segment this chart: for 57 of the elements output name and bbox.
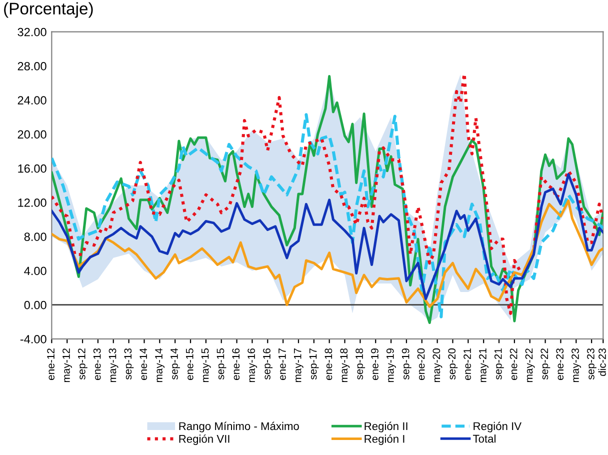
x-tick-label: may-17 xyxy=(294,348,304,382)
x-tick-label: sep-14 xyxy=(170,348,180,380)
legend-label: Total xyxy=(472,434,496,443)
x-tick-label: dic-23 xyxy=(598,348,606,376)
line-series xyxy=(52,173,604,300)
x-tick-label: ene-17 xyxy=(278,348,286,380)
x-tick-label: ene-20 xyxy=(417,348,425,380)
x-tick-label: ene-16 xyxy=(232,348,240,380)
x-tick-label: sep-15 xyxy=(216,348,226,380)
y-tick-label: 0.00 xyxy=(24,300,46,310)
x-tick-label: may-14 xyxy=(155,348,165,382)
x-tick-label: may-19 xyxy=(386,348,396,382)
x-tick-label: sep-12 xyxy=(78,348,88,380)
x-tick-label: may-18 xyxy=(340,348,350,382)
x-tick-label: sep-20 xyxy=(448,348,458,380)
x-tick-label: ene-14 xyxy=(140,348,148,380)
x-tick-label: ene-19 xyxy=(371,348,378,380)
x-tick-label: ene-15 xyxy=(186,348,194,380)
chart-title: (Porcentaje) xyxy=(4,2,93,18)
x-tick-label: ene-18 xyxy=(324,348,332,380)
y-tick-label: 12.00 xyxy=(18,198,46,207)
x-tick-label: ene-22 xyxy=(510,348,518,380)
x-tick-label: may-22 xyxy=(525,348,535,382)
legend-label: Región IV xyxy=(474,422,522,432)
x-tick-label: sep-17 xyxy=(309,348,319,380)
y-tick-label: 24.00 xyxy=(18,96,46,104)
line-series xyxy=(52,200,604,308)
x-tick-label: sep-19 xyxy=(402,348,412,380)
y-tick-label: 28.00 xyxy=(18,62,46,70)
y-tick-label: 32.00 xyxy=(18,28,46,36)
x-tick-label: ene-12 xyxy=(47,348,54,380)
y-tick-label: 8.00 xyxy=(24,232,46,241)
x-tick-label: may-13 xyxy=(108,348,118,382)
legend-label: Rango Mínimo - Máximo xyxy=(179,422,299,432)
y-tick-label: 4.00 xyxy=(24,266,46,276)
x-tick-label: ene-13 xyxy=(93,348,101,380)
line-series xyxy=(52,113,604,318)
y-tick-label: 20.00 xyxy=(18,130,46,139)
x-tick-label: may-20 xyxy=(432,348,442,382)
x-tick-label: may-12 xyxy=(62,348,72,382)
x-tick-label: may-23 xyxy=(572,348,581,382)
y-tick-label: 16.00 xyxy=(18,164,46,173)
x-tick-label: sep-18 xyxy=(356,348,366,380)
x-tick-label: ene-21 xyxy=(464,348,471,380)
x-tick-label: sep-13 xyxy=(124,348,134,380)
x-tick-label: may-15 xyxy=(201,348,211,382)
x-tick-label: sep-21 xyxy=(494,348,504,380)
legend-label: Región I xyxy=(364,434,404,445)
x-tick-label: sep-22 xyxy=(540,348,550,380)
legend-label: Región VII xyxy=(179,434,230,445)
legend-label: Región II xyxy=(364,422,408,432)
x-tick-label: may-16 xyxy=(248,348,258,382)
x-tick-label: may-21 xyxy=(479,348,488,382)
x-tick-label: sep-23 xyxy=(586,348,596,380)
x-tick-label: ene-23 xyxy=(556,348,564,380)
x-tick-label: sep-16 xyxy=(263,348,272,380)
y-tick-label: -4.00 xyxy=(20,335,46,344)
